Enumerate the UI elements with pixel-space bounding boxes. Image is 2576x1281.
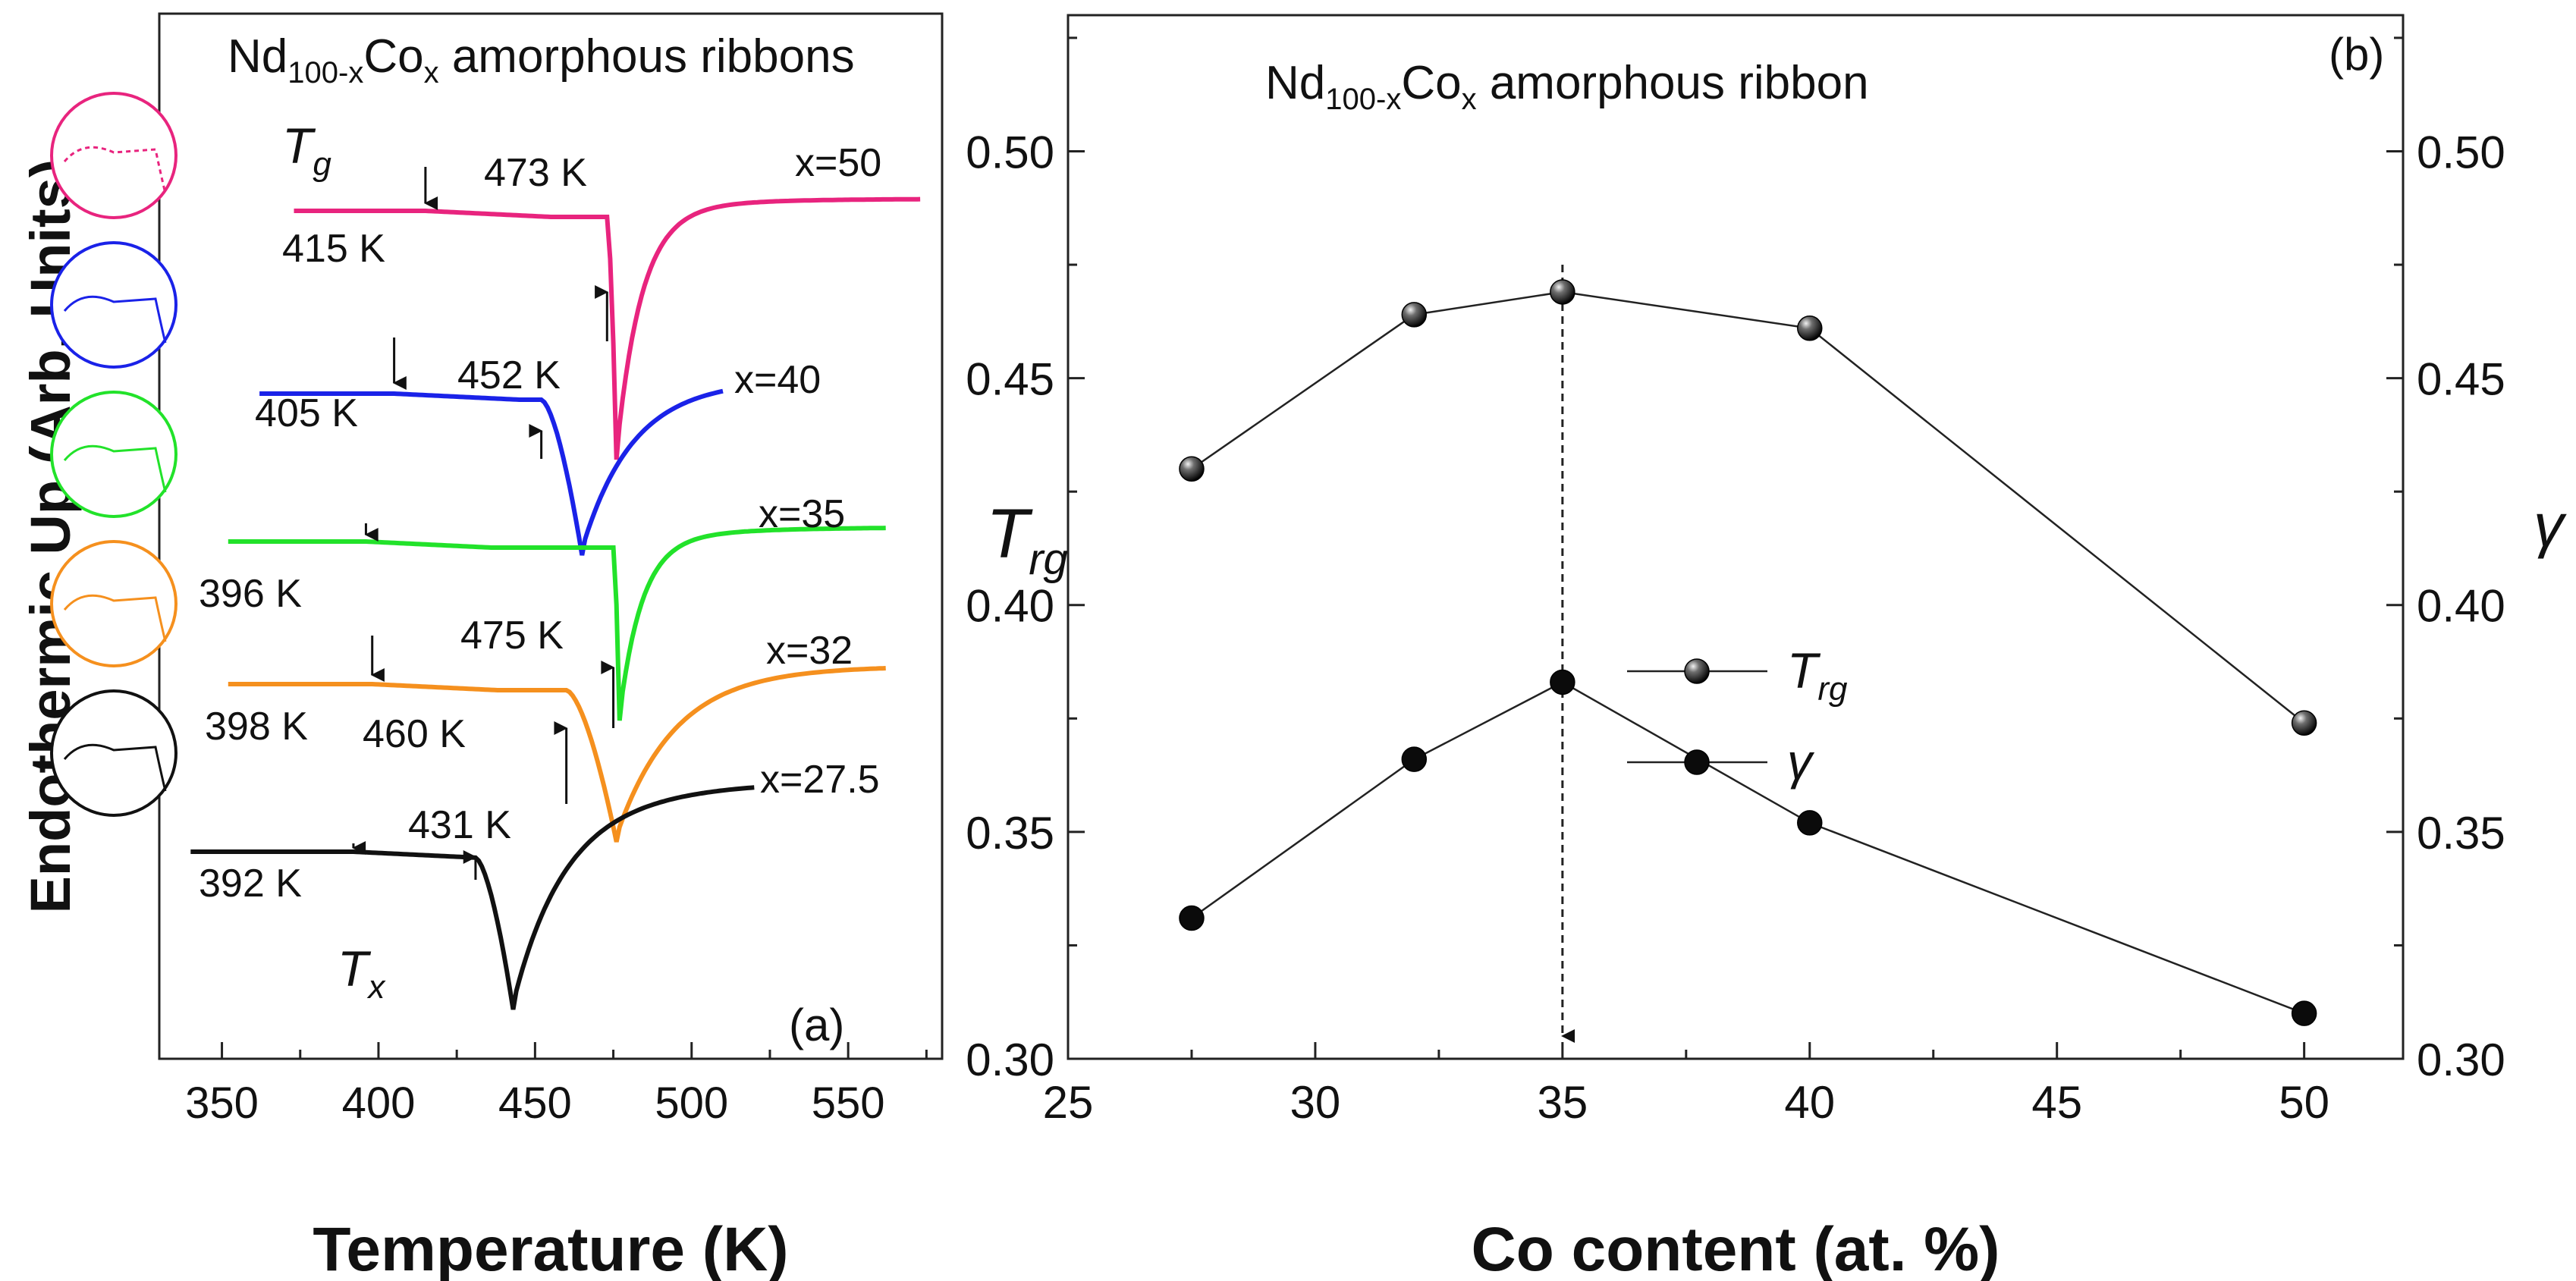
panel-a-dsc-curves xyxy=(190,196,921,1010)
y-tick-label-left: 0.40 xyxy=(966,581,1054,632)
y-tick-label-right: 0.40 xyxy=(2417,581,2505,632)
panel-b-label: (b) xyxy=(2329,29,2384,80)
panel-b-legend: Trg γ xyxy=(1627,642,1848,790)
ribbon-icon-circle xyxy=(50,540,177,667)
data-point xyxy=(1550,279,1575,305)
x-tick-label: 40 xyxy=(1784,1077,1835,1128)
dsc-curve-x-50 xyxy=(294,196,921,460)
series-label: x=27.5 xyxy=(760,758,880,802)
dsc-curve-x-35 xyxy=(228,526,886,721)
tx-value-label: 473 K xyxy=(484,151,587,195)
legend-label: γ xyxy=(1787,733,1815,790)
dsc-curve-x-32 xyxy=(228,666,886,843)
panel-a-inset-icons xyxy=(50,92,177,817)
panel-b-ticks: 25 30 35 40 45 50 0.30 0.30 0.35 0.35 0.40 0.40 0.45… xyxy=(966,36,2567,1128)
x-tick-label: 30 xyxy=(1290,1077,1341,1128)
panel-b-axes-box xyxy=(1067,14,2405,1060)
series-trg xyxy=(1179,279,2317,736)
data-point xyxy=(2291,710,2317,736)
legend-label: Trg xyxy=(1787,642,1848,708)
tg-value-label: 392 K xyxy=(199,862,302,906)
ribbon-inset-icon xyxy=(50,540,177,667)
tx-value-label: 431 K xyxy=(408,803,511,847)
data-point xyxy=(1179,456,1205,482)
ribbon-icon-circle xyxy=(50,241,177,369)
x-tick-label: 450 xyxy=(498,1078,572,1128)
ribbon-icon-sketch xyxy=(63,295,167,344)
tg-symbol: Tg xyxy=(282,118,331,183)
panel-b: Nd100-xCox amorphous ribbon (b) Co conte… xyxy=(966,14,2567,1281)
panel-b-ylabel-left: Trg xyxy=(986,495,1068,584)
panel-b-series xyxy=(1179,279,2317,1026)
series-label: x=40 xyxy=(734,358,821,402)
curve-line xyxy=(228,526,886,721)
ribbon-icon-circle xyxy=(50,391,177,518)
ribbon-icon-circle xyxy=(50,92,177,219)
panel-a-x-ticks: 350 400 450 500 550 xyxy=(185,1042,928,1128)
x-tick-label: 550 xyxy=(812,1078,885,1128)
series-line xyxy=(1191,290,2305,724)
data-point xyxy=(1550,669,1575,695)
y-tick-label-left: 0.35 xyxy=(966,808,1054,859)
panel-b-title: Nd100-xCox amorphous ribbon xyxy=(1265,57,1869,116)
series-label: x=35 xyxy=(759,492,845,536)
ribbon-inset-icon xyxy=(50,241,177,369)
series-gamma xyxy=(1179,669,2317,1026)
y-tick-label-right: 0.45 xyxy=(2417,354,2505,405)
x-tick-label: 45 xyxy=(2031,1077,2082,1128)
panel-a-frame xyxy=(158,12,944,1060)
y-tick-label-left: 0.30 xyxy=(966,1035,1054,1085)
panel-a: Nd100-xCox amorphous ribbons (a) Endothe… xyxy=(19,12,944,1281)
dsc-curve-x-40 xyxy=(259,388,724,556)
panel-a-xlabel: Temperature (K) xyxy=(313,1215,788,1281)
legend-marker xyxy=(1684,749,1710,775)
x-tick-label: 25 xyxy=(1043,1077,1094,1128)
y-tick-label-right: 0.50 xyxy=(2417,127,2505,177)
panel-a-annotations: x=50 415 K 473 K x=40 405 K 452 K x=35 396 K 475… xyxy=(199,141,881,906)
tx-value-label: 460 K xyxy=(363,712,466,756)
y-tick-label-left: 0.45 xyxy=(966,354,1054,405)
y-tick-label-left: 0.50 xyxy=(966,127,1054,177)
y-tick-label-right: 0.30 xyxy=(2417,1035,2505,1085)
series-line xyxy=(1191,681,2305,1015)
data-point xyxy=(1179,905,1205,931)
ribbon-inset-icon xyxy=(50,391,177,518)
x-tick-label: 50 xyxy=(2279,1077,2329,1128)
data-point xyxy=(1797,316,1823,341)
ribbon-inset-icon xyxy=(50,92,177,219)
x-tick-label: 500 xyxy=(655,1078,728,1128)
data-point xyxy=(1401,746,1428,772)
data-point xyxy=(1797,810,1823,836)
y-tick-label-right: 0.35 xyxy=(2417,808,2505,859)
curve-line xyxy=(259,388,724,556)
panel-b-ylabel-right: γ xyxy=(2534,491,2567,559)
curve-line xyxy=(294,196,921,460)
data-point xyxy=(1401,302,1428,328)
legend-marker xyxy=(1684,658,1710,684)
x-tick-label: 400 xyxy=(342,1078,416,1128)
series-label: x=32 xyxy=(766,629,853,673)
ribbon-inset-icon xyxy=(50,689,177,817)
x-tick-label: 35 xyxy=(1537,1077,1588,1128)
ribbon-icon-sketch xyxy=(63,444,167,493)
ribbon-icon-circle xyxy=(50,689,177,817)
tg-value-label: 398 K xyxy=(205,705,308,749)
series-label: x=50 xyxy=(795,141,881,185)
panel-b-xlabel: Co content (at. %) xyxy=(1472,1215,2000,1281)
tg-value-label: 415 K xyxy=(282,227,385,271)
x-tick-label: 350 xyxy=(185,1078,259,1128)
data-point xyxy=(2291,1000,2317,1026)
tx-symbol: Tx xyxy=(338,940,386,1006)
panel-a-label: (a) xyxy=(789,1000,844,1050)
tx-value-label: 452 K xyxy=(457,353,561,397)
ribbon-icon-sketch xyxy=(63,146,167,194)
ribbon-icon-sketch xyxy=(63,594,167,642)
curve-line xyxy=(228,666,886,843)
ribbon-icon-sketch xyxy=(63,743,167,792)
panel-a-title: Nd100-xCox amorphous ribbons xyxy=(228,30,855,89)
tg-value-label: 405 K xyxy=(255,391,358,435)
tx-value-label: 475 K xyxy=(460,614,564,658)
tg-value-label: 396 K xyxy=(199,572,302,616)
